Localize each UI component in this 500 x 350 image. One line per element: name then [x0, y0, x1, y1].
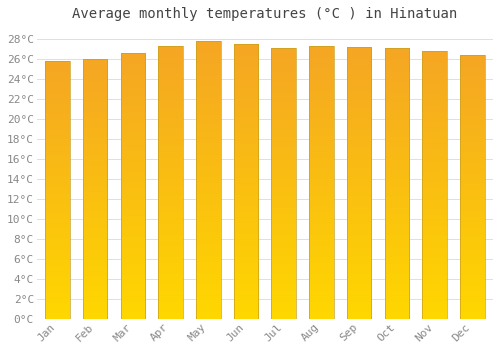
Bar — [347, 47, 372, 319]
Bar — [309, 46, 334, 319]
Bar — [384, 48, 409, 319]
Bar — [272, 48, 296, 319]
Bar — [120, 53, 145, 319]
Bar — [158, 46, 183, 319]
Bar — [196, 41, 220, 319]
Title: Average monthly temperatures (°C ) in Hinatuan: Average monthly temperatures (°C ) in Hi… — [72, 7, 458, 21]
Bar — [460, 55, 484, 319]
Bar — [83, 59, 108, 319]
Bar — [422, 51, 447, 319]
Bar — [45, 61, 70, 319]
Bar — [234, 44, 258, 319]
